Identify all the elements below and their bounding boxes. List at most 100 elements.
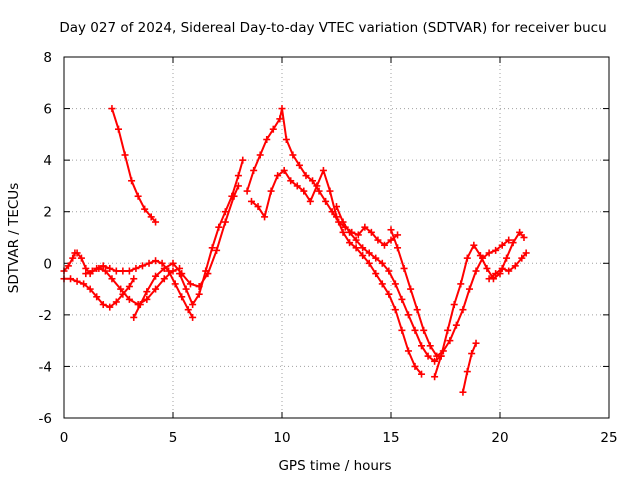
data-point [138,262,146,270]
data-point [287,177,295,185]
data-point [182,285,190,293]
grid [64,57,609,418]
data-point [263,136,271,144]
data-point [459,388,467,396]
data-point [130,313,138,321]
data-point [282,136,290,144]
data-point [509,239,517,247]
data-point [404,311,412,319]
data-point [69,254,77,262]
y-tick-label: 8 [43,50,52,66]
data-point [234,172,242,180]
data-point [505,236,513,244]
data-point [88,267,96,275]
data-point [444,326,452,334]
data-point [522,249,530,257]
data-point [339,218,347,226]
x-tick-label: 0 [60,430,69,446]
data-point [86,285,94,293]
y-tick-label: -4 [39,359,52,375]
data-point [130,275,138,283]
series-track-11 [431,228,528,381]
data-point [520,234,528,241]
data-point [143,295,151,303]
data-point [407,285,415,293]
data-point [387,226,395,234]
data-point [450,301,458,309]
series-track-6 [108,105,160,226]
data-point [378,259,386,267]
data-point [93,293,101,301]
data-point [254,203,262,211]
data-point [361,223,369,231]
data-point [352,244,360,252]
series-line [433,231,525,378]
series-track-2 [60,275,138,311]
data-point [152,285,160,293]
series-line [132,184,240,319]
data-point [99,301,107,309]
data-point [145,259,153,267]
data-point [470,241,478,249]
data-point [365,249,373,257]
data-point [398,326,406,334]
data-point [492,270,500,278]
data-point [309,177,317,185]
data-point [503,254,511,262]
data-point [492,246,500,254]
data-point [472,267,480,275]
data-point [452,321,460,329]
y-tick-label: 2 [43,205,52,221]
data-point [380,241,388,249]
data-point [346,239,354,247]
data-point [213,246,221,254]
data-point [176,270,184,278]
data-point [354,231,362,239]
data-point [189,313,197,321]
data-point [437,352,445,360]
data-point [413,306,421,314]
data-point [431,373,439,381]
data-point [463,254,471,262]
y-tick-label: -6 [39,411,52,427]
data-point [250,166,258,174]
data-point [101,267,109,275]
data-point [498,264,506,272]
data-point [136,301,144,309]
series-track-12 [459,339,480,396]
data-point [280,166,288,174]
data-point [498,241,506,249]
data-point [112,298,120,306]
data-point [125,267,133,275]
data-point [143,288,151,296]
series-track-9 [333,203,445,365]
data-point [391,280,399,288]
data-point [261,213,269,221]
data-point [276,115,284,123]
data-point [152,272,160,280]
data-point [147,213,155,221]
data-point [411,362,419,370]
data-point [446,337,454,345]
data-point [132,264,140,272]
data-point [387,236,395,244]
data-point [404,347,412,355]
data-point [426,342,434,350]
y-tick-label: 0 [43,256,52,272]
data-point [326,187,334,195]
data-point [424,352,432,360]
data-point [346,228,354,236]
data-point [372,270,380,278]
data-point [518,254,526,262]
data-point [359,252,367,260]
data-point [302,172,310,180]
data-point [505,267,513,275]
series-line [246,107,399,247]
data-point [228,192,236,200]
y-tick-label: -2 [39,308,52,324]
x-tick-label: 5 [169,430,178,446]
data-point [112,267,120,275]
data-point [108,105,116,113]
data-point [511,262,519,270]
data-point [365,259,373,267]
